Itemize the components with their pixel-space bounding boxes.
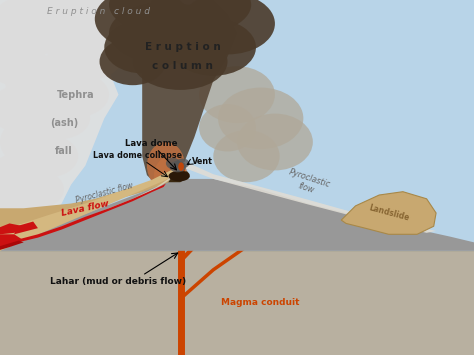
Polygon shape [175,161,185,171]
Ellipse shape [0,186,28,222]
Polygon shape [14,222,38,234]
Ellipse shape [104,21,180,73]
Polygon shape [168,171,190,182]
Text: E r u p t i o n: E r u p t i o n [145,42,220,52]
Polygon shape [0,168,175,251]
Ellipse shape [178,162,184,171]
Ellipse shape [100,38,166,85]
Polygon shape [0,184,166,246]
Ellipse shape [5,54,71,106]
Ellipse shape [33,71,109,118]
Text: Tephra: Tephra [57,90,94,100]
Polygon shape [182,162,436,233]
Ellipse shape [213,130,280,182]
Polygon shape [0,168,474,251]
Polygon shape [0,223,24,234]
Ellipse shape [12,170,64,208]
Ellipse shape [109,0,251,38]
Polygon shape [341,192,436,234]
Text: (ash): (ash) [50,118,78,128]
Ellipse shape [24,97,90,140]
Text: E r u p t i o n   c l o u d: E r u p t i o n c l o u d [47,7,150,16]
Polygon shape [0,0,133,241]
Text: fall: fall [55,147,72,157]
Ellipse shape [0,38,43,85]
Polygon shape [0,179,171,251]
Ellipse shape [169,161,186,172]
Ellipse shape [52,10,137,57]
Ellipse shape [17,135,78,178]
Ellipse shape [5,195,52,231]
Ellipse shape [0,7,62,59]
Ellipse shape [166,158,180,169]
Text: c o l u m n: c o l u m n [152,61,213,71]
Ellipse shape [218,88,303,149]
Polygon shape [142,0,237,185]
Ellipse shape [0,85,47,132]
Text: Magma conduit: Magma conduit [221,299,300,307]
Ellipse shape [0,154,38,196]
Text: Vent: Vent [192,157,213,166]
Ellipse shape [199,104,256,152]
Polygon shape [0,240,24,250]
Text: Lava flow: Lava flow [61,199,110,218]
Polygon shape [0,251,474,355]
Polygon shape [0,234,24,247]
Ellipse shape [199,66,275,123]
Ellipse shape [109,2,223,64]
Ellipse shape [154,156,187,194]
Ellipse shape [47,33,123,81]
Ellipse shape [180,0,275,54]
Ellipse shape [0,118,57,166]
Ellipse shape [175,159,190,168]
Ellipse shape [169,171,190,181]
Text: Pyroclastic
flow: Pyroclastic flow [284,168,332,200]
Polygon shape [19,170,175,242]
Ellipse shape [0,0,118,38]
Ellipse shape [237,114,313,170]
Ellipse shape [95,0,190,50]
Text: Lahar (mud or debris flow): Lahar (mud or debris flow) [50,277,187,286]
Text: Lava dome: Lava dome [126,139,178,148]
Ellipse shape [147,142,185,189]
Ellipse shape [133,33,228,90]
Text: Lava dome collapse: Lava dome collapse [93,151,182,160]
Text: Pyroclastic flow: Pyroclastic flow [74,181,134,205]
Ellipse shape [171,19,256,76]
Text: Landslide: Landslide [367,203,410,223]
